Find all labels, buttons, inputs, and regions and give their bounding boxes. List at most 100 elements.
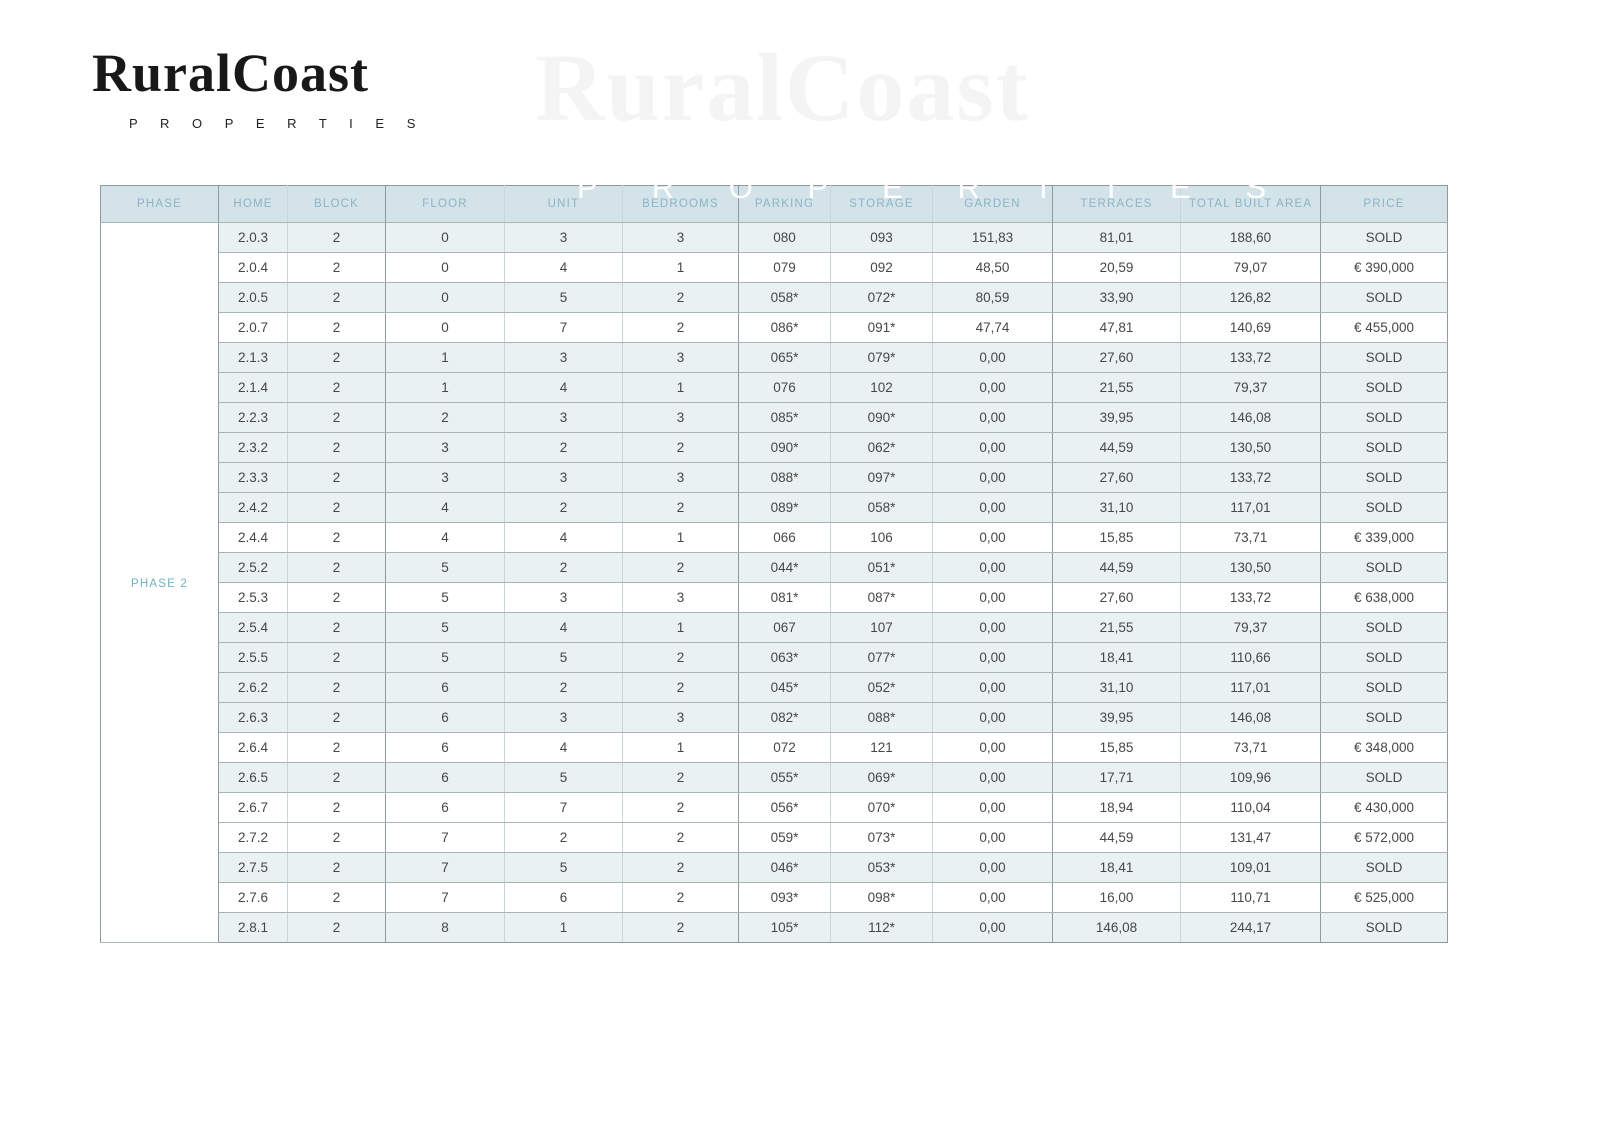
cell-home: 2.1.3	[218, 342, 288, 373]
cell-unit: 1	[504, 912, 623, 943]
cell-parking: 082*	[738, 702, 831, 733]
cell-block: 2	[287, 912, 386, 943]
cell-floor: 3	[385, 432, 505, 463]
col-header-parking: PARKING	[738, 185, 831, 223]
cell-terraces: 44,59	[1052, 432, 1181, 463]
cell-garden: 0,00	[932, 492, 1053, 523]
cell-unit: 2	[504, 432, 623, 463]
table-header: PHASE HOME BLOCK FLOOR UNIT BEDROOMS PAR…	[100, 185, 1448, 223]
cell-parking: 090*	[738, 432, 831, 463]
cell-terraces: 21,55	[1052, 612, 1181, 643]
cell-bedrooms: 2	[622, 432, 739, 463]
cell-price: € 339,000	[1320, 522, 1448, 553]
cell-unit: 5	[504, 852, 623, 883]
cell-floor: 5	[385, 612, 505, 643]
cell-floor: 6	[385, 732, 505, 763]
cell-garden: 0,00	[932, 762, 1053, 793]
cell-unit: 3	[504, 582, 623, 613]
cell-terraces: 39,95	[1052, 402, 1181, 433]
col-header-garden: GARDEN	[932, 185, 1053, 223]
cell-parking: 058*	[738, 282, 831, 313]
cell-block: 2	[287, 282, 386, 313]
cell-price: SOLD	[1320, 552, 1448, 583]
watermark-brand: RuralCoast	[535, 34, 1030, 141]
cell-home: 2.3.2	[218, 432, 288, 463]
cell-bedrooms: 1	[622, 252, 739, 283]
cell-unit: 3	[504, 702, 623, 733]
cell-storage: 092	[830, 252, 933, 283]
col-header-terraces: TERRACES	[1052, 185, 1181, 223]
phase-label: PHASE 2	[131, 578, 188, 590]
cell-price: € 525,000	[1320, 882, 1448, 913]
cell-terraces: 47,81	[1052, 312, 1181, 343]
cell-bedrooms: 1	[622, 372, 739, 403]
cell-block: 2	[287, 792, 386, 823]
cell-garden: 48,50	[932, 252, 1053, 283]
cell-home: 2.1.4	[218, 372, 288, 403]
cell-price: SOLD	[1320, 432, 1448, 463]
table-row: 2.5.5 2 5 5 2 063* 077* 0,00 18,41 110,66 SOLD	[101, 642, 1448, 673]
cell-unit: 5	[504, 642, 623, 673]
cell-block: 2	[287, 462, 386, 493]
cell-price: SOLD	[1320, 912, 1448, 943]
cell-block: 2	[287, 672, 386, 703]
cell-total-built-area: 131,47	[1180, 822, 1321, 853]
cell-total-built-area: 109,96	[1180, 762, 1321, 793]
cell-terraces: 20,59	[1052, 252, 1181, 283]
cell-price: SOLD	[1320, 642, 1448, 673]
cell-home: 2.0.5	[218, 282, 288, 313]
col-header-floor: FLOOR	[385, 185, 505, 223]
cell-total-built-area: 79,07	[1180, 252, 1321, 283]
cell-bedrooms: 3	[622, 402, 739, 433]
cell-floor: 5	[385, 642, 505, 673]
cell-home: 2.6.4	[218, 732, 288, 763]
cell-unit: 5	[504, 282, 623, 313]
cell-storage: 053*	[830, 852, 933, 883]
cell-unit: 3	[504, 462, 623, 493]
table-row: 2.4.2 2 4 2 2 089* 058* 0,00 31,10 117,01 SOLD	[101, 492, 1448, 523]
cell-bedrooms: 2	[622, 852, 739, 883]
table-body: PHASE 2 2.0.3 2 0 3 3 080 093 151,83 81,01 188,60 S…	[100, 222, 1448, 943]
table-row: 2.5.3 2 5 3 3 081* 087* 0,00 27,60 133,72 € 638,00…	[101, 582, 1448, 613]
col-header-bedrooms: BEDROOMS	[622, 185, 739, 223]
cell-storage: 121	[830, 732, 933, 763]
cell-price: € 638,000	[1320, 582, 1448, 613]
cell-block: 2	[287, 822, 386, 853]
cell-parking: 055*	[738, 762, 831, 793]
cell-home: 2.5.5	[218, 642, 288, 673]
cell-bedrooms: 3	[622, 582, 739, 613]
cell-floor: 1	[385, 342, 505, 373]
cell-total-built-area: 73,71	[1180, 522, 1321, 553]
cell-bedrooms: 1	[622, 612, 739, 643]
cell-garden: 0,00	[932, 852, 1053, 883]
cell-parking: 044*	[738, 552, 831, 583]
table-row: 2.4.4 2 4 4 1 066 106 0,00 15,85 73,71 € 339,000	[101, 522, 1448, 553]
cell-parking: 066	[738, 522, 831, 553]
cell-terraces: 31,10	[1052, 672, 1181, 703]
cell-unit: 2	[504, 492, 623, 523]
cell-storage: 097*	[830, 462, 933, 493]
col-header-unit: UNIT	[504, 185, 623, 223]
table-row: 2.7.6 2 7 6 2 093* 098* 0,00 16,00 110,71 € 525,00…	[101, 882, 1448, 913]
cell-price: SOLD	[1320, 282, 1448, 313]
cell-price: € 348,000	[1320, 732, 1448, 763]
cell-storage: 077*	[830, 642, 933, 673]
cell-home: 2.7.5	[218, 852, 288, 883]
cell-terraces: 15,85	[1052, 522, 1181, 553]
cell-home: 2.0.7	[218, 312, 288, 343]
cell-bedrooms: 3	[622, 462, 739, 493]
cell-storage: 058*	[830, 492, 933, 523]
cell-bedrooms: 2	[622, 672, 739, 703]
cell-home: 2.7.6	[218, 882, 288, 913]
cell-parking: 063*	[738, 642, 831, 673]
cell-price: € 430,000	[1320, 792, 1448, 823]
cell-garden: 0,00	[932, 912, 1053, 943]
cell-price: SOLD	[1320, 762, 1448, 793]
cell-storage: 090*	[830, 402, 933, 433]
cell-storage: 107	[830, 612, 933, 643]
cell-home: 2.6.2	[218, 672, 288, 703]
cell-parking: 088*	[738, 462, 831, 493]
cell-terraces: 27,60	[1052, 342, 1181, 373]
cell-terraces: 21,55	[1052, 372, 1181, 403]
cell-bedrooms: 2	[622, 552, 739, 583]
